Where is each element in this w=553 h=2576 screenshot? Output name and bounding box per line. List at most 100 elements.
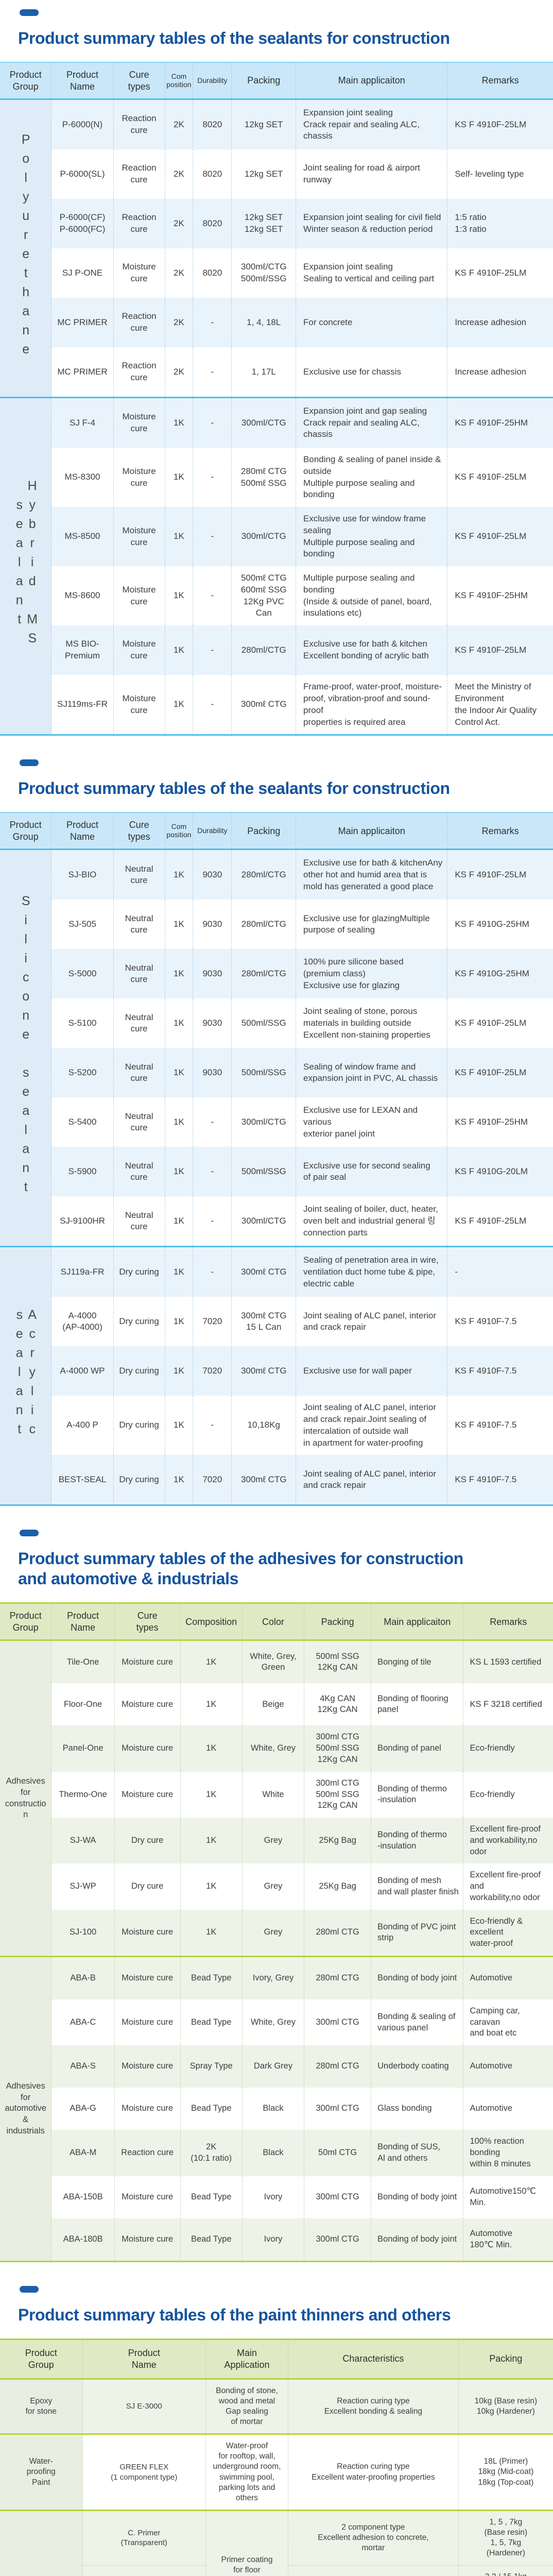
cell-pack: 500mℓ CTG 600mℓ SSG 12Kg PVC Can <box>231 566 296 626</box>
table-row: Adhesives for automotive & industrials AB… <box>0 1955 553 2262</box>
cell-pack: 500ml/SSG <box>231 998 296 1048</box>
cell-pack: 300mℓ CTG 15 L Can <box>231 1297 296 1347</box>
cell-name: SJ F-4 <box>51 397 114 448</box>
cell-comp: Bead Type <box>180 1999 243 2046</box>
column-header-main: Main applicaiton <box>296 812 447 851</box>
product-group-label: Hybrid MS sealant <box>0 397 51 735</box>
cell-main: Exclusive use for glazingMultiple purpos… <box>296 900 447 950</box>
cell-pack: 1, 17L <box>231 347 296 398</box>
cell-cure: Moisture cure <box>113 675 165 735</box>
column-header-main: Main applicaiton <box>296 62 447 100</box>
thinners-table: Product Group Product Name Main Applicatio… <box>0 2338 553 2576</box>
cell-pack: 25Kg Bag <box>304 1863 371 1910</box>
cell-main: Bonding & sealing of panel inside & outs… <box>296 448 447 507</box>
cell-main: Expansion joint and gap sealing Crack re… <box>296 397 447 448</box>
section-title: Product summary tables of the sealants f… <box>18 29 450 47</box>
cell-comp: 2K (10:1 ratio) <box>180 2130 243 2176</box>
cell-remarks: Excellent fire-proof and workability,no … <box>463 1818 553 1864</box>
cell-cure: Moisture cure <box>113 248 165 298</box>
cell-dur: - <box>193 1246 232 1297</box>
cell-dur: 8020 <box>193 199 232 249</box>
column-header-remarks: Remarks <box>447 812 553 851</box>
product-group-label: Silicone sealant <box>0 849 51 1247</box>
column-header-dur: Durability <box>193 62 232 100</box>
cell-main: Water-proof for rooftop, wall, undergrou… <box>205 2433 288 2511</box>
cell-pack: 300mℓ CTG <box>231 1455 296 1505</box>
cell-pack: 1, 4, 18L <box>231 298 296 348</box>
cell-name: C. Primer (Transparent) <box>82 2509 206 2566</box>
cell-dur: 8020 <box>193 248 232 298</box>
section-thinners: Product summary tables of the paint thin… <box>0 2285 553 2576</box>
cell-remarks: KS F 4910F-7.5 <box>447 1396 553 1455</box>
cell-remarks: KS F 4910F-25LM <box>447 448 553 507</box>
product-group-label: Acrylic sealant <box>0 1246 51 1505</box>
cell-comp: 2K <box>164 347 193 398</box>
cell-remarks: Increase adhesion <box>447 298 553 348</box>
cell-comp: 1K <box>164 1346 193 1396</box>
cell-main: Bonding of mesh and wall plaster finish <box>371 1863 463 1910</box>
product-summary-table: Product Group Product Name Main Applicatio… <box>0 2338 553 2576</box>
cell-cure: Reaction cure <box>113 99 165 150</box>
cell-comp: 1K <box>180 1771 243 1818</box>
product-summary-table: Product Group Product Name Cure types Com p… <box>0 812 553 1506</box>
table-row: MC PRIMER Reaction cure 2K -1, 4, 18L For co… <box>0 298 553 348</box>
cell-comp: 1K <box>164 1455 193 1505</box>
cell-comp: 1K <box>180 1818 243 1864</box>
cell-comp: 1K <box>164 998 193 1048</box>
cell-comp: 1K <box>164 566 193 626</box>
cell-remarks: Automotive <box>463 1955 553 1999</box>
product-group: Adhesives for automotive & industrials AB… <box>0 1955 553 2262</box>
cell-cure: Moisture cure <box>114 2176 181 2218</box>
cell-comp: Bead Type <box>180 2176 243 2218</box>
cell-cure: Dry curing <box>113 1396 165 1455</box>
cell-chars: Reaction curing type Excellent bonding &… <box>288 2379 459 2434</box>
header-row: Product Group Product Name Cure types Compo… <box>0 1602 553 1641</box>
cell-dur: - <box>193 507 232 567</box>
column-header-name: Product Name <box>51 812 114 851</box>
cell-cure: Reaction cure <box>113 199 165 249</box>
cell-name: ABA-B <box>51 1955 115 1999</box>
cell-name: MS BIO- Premium <box>51 625 114 675</box>
cell-dur: 9030 <box>193 1048 232 1098</box>
cell-comp: 2K <box>164 149 193 199</box>
section-adhesives: Product summary tables of the adhesives … <box>0 1530 553 2262</box>
table-row: MS-8500 Moisture cure 1K -300ml/CTG Exclusiv… <box>0 507 553 567</box>
cell-remarks: KS F 4910F-25LM <box>447 507 553 567</box>
cell-cure: Dry cure <box>114 1818 181 1864</box>
header-row: Product Group Product Name Main Applicatio… <box>0 2338 553 2380</box>
cell-comp: 2K <box>164 199 193 249</box>
cell-main: For concrete <box>296 298 447 348</box>
cell-remarks: KS F 4910F-25LM <box>447 625 553 675</box>
cell-main: Exclusive use for bath & kitchen Excelle… <box>296 625 447 675</box>
section-dash-icon <box>20 2285 39 2293</box>
cell-remarks: KS F 4910F-25LM <box>447 1048 553 1098</box>
cell-remarks: Automotive150℃ Min. <box>463 2176 553 2218</box>
column-header-name: Product Name <box>51 62 114 100</box>
cell-pack: 300mℓ/CTG 500mℓ/SSG <box>231 248 296 298</box>
cell-name: A-4000 (AP-4000) <box>51 1297 114 1347</box>
table-row: SJ-WA Dry cure 1K Grey 25Kg Bag Bonding of th… <box>0 1818 553 1864</box>
header-row: Product Group Product Name Cure types Com p… <box>0 812 553 851</box>
cell-name: S-5200 <box>51 1048 114 1098</box>
table-row: Water- proofing Paint GREEN FLEX (1 compo… <box>0 2433 553 2511</box>
cell-color: White <box>241 1771 304 1818</box>
cell-cure: Moisture cure <box>114 1999 181 2046</box>
cell-pack: 18L (Primer) 18kg (Mid-coat) 18kg (Top-c… <box>458 2433 553 2511</box>
cell-color: Beige <box>241 1683 304 1726</box>
cell-remarks: 100% reaction bonding within 8 minutes <box>463 2130 553 2176</box>
cell-pack: 300mℓ CTG <box>231 675 296 735</box>
table-row: ABA-C Moisture cure Bead Type White, Grey 30… <box>0 1999 553 2046</box>
cell-name: B. Primer (Reddish Brown) <box>82 2565 206 2576</box>
cell-pack: 280ml/CTG <box>231 900 296 950</box>
cell-main: Bonding of SUS, Al and others <box>371 2130 463 2176</box>
table-row: SJ-WP Dry cure 1K Grey 25Kg Bag Bonding of me… <box>0 1863 553 1910</box>
cell-main: Joint sealing of ALC panel, interior and… <box>296 1396 447 1455</box>
cell-color: Ivory, Grey <box>241 1955 304 1999</box>
section-sealants-1: Product summary tables of the sealants f… <box>0 9 553 736</box>
cell-name: S-5100 <box>51 998 114 1048</box>
column-header-pack: Packing <box>231 812 296 851</box>
product-group-label: Polyurethane <box>0 99 51 398</box>
cell-cure: Neutral cure <box>113 1147 165 1197</box>
cell-cure: Neutral cure <box>113 849 165 900</box>
section-title: Product summary tables of the sealants f… <box>18 779 450 798</box>
